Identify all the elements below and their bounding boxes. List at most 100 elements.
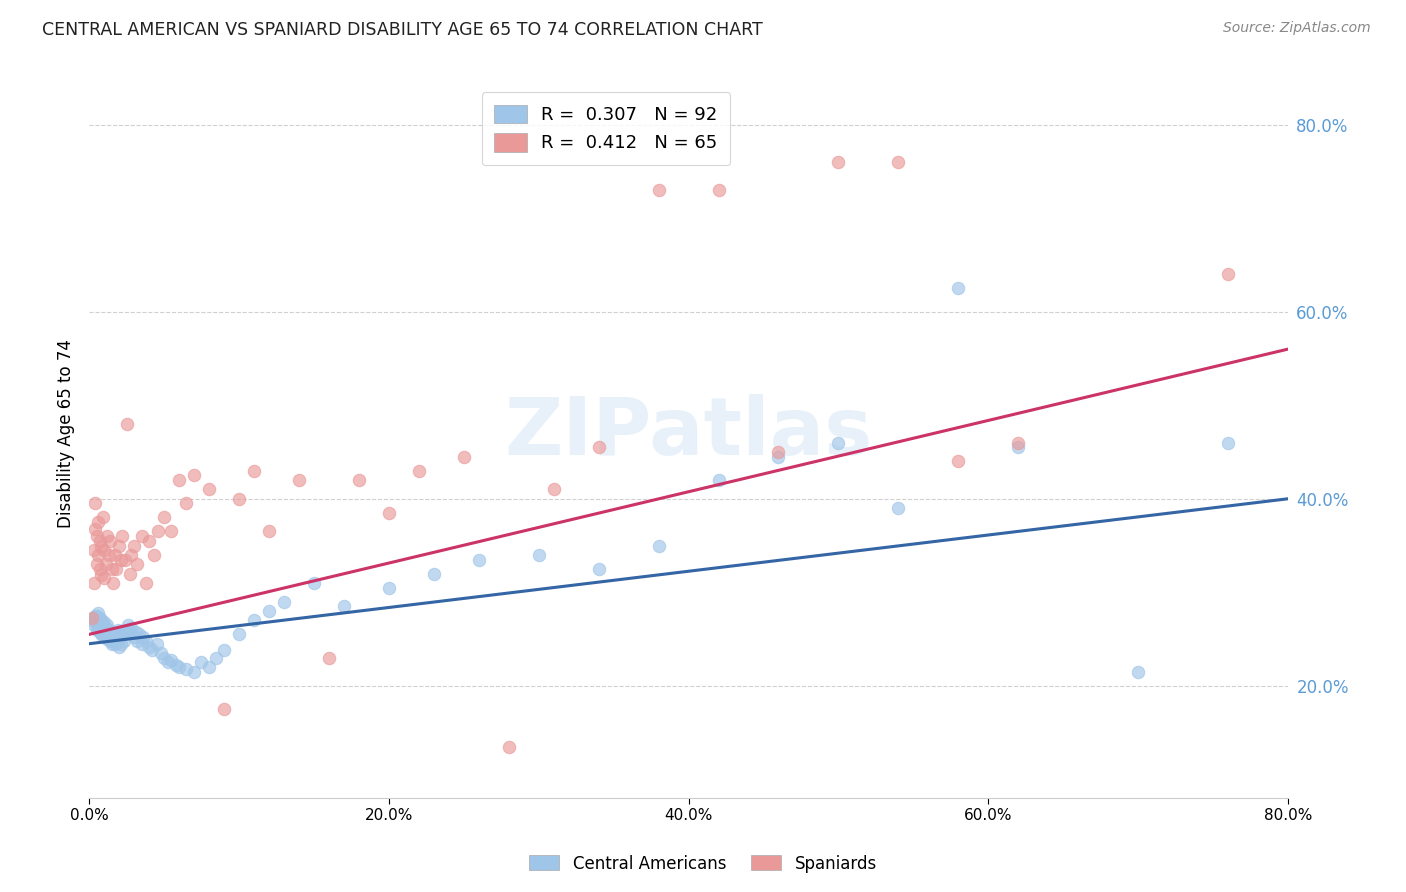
Point (83, 543, 105, 558)
Point (120, 548, 142, 562)
Point (160, 653, 183, 667)
Point (105, 634, 128, 648)
Point (141, 643, 163, 657)
Point (105, 627, 128, 641)
Point (91, 618, 114, 632)
Point (228, 627, 250, 641)
Point (89, 618, 111, 632)
Point (128, 627, 150, 641)
Point (89, 562, 111, 576)
Text: Source: ZipAtlas.com: Source: ZipAtlas.com (1223, 21, 1371, 35)
Point (103, 630, 125, 644)
Point (827, 435, 849, 450)
Point (80, 613, 103, 627)
Point (91, 510, 114, 524)
Point (118, 566, 141, 581)
Point (318, 650, 340, 665)
Point (183, 665, 205, 679)
Point (887, 155, 910, 169)
Point (101, 627, 124, 641)
Point (467, 552, 489, 566)
Point (96, 632, 118, 646)
Point (378, 506, 401, 520)
Point (97, 623, 120, 637)
Point (124, 624, 146, 639)
Point (84, 522, 107, 536)
Point (176, 496, 198, 510)
Point (145, 637, 167, 651)
Point (112, 634, 135, 648)
Point (183, 468, 205, 483)
Point (347, 473, 370, 487)
Point (1216, 435, 1239, 450)
Point (118, 624, 141, 639)
Point (94, 621, 117, 635)
Point (87, 606, 110, 620)
Point (142, 548, 165, 562)
Point (100, 562, 122, 576)
Point (98, 627, 121, 641)
Point (527, 548, 550, 562)
Point (83, 576, 105, 591)
Point (87, 613, 110, 627)
Point (153, 510, 176, 524)
Text: CENTRAL AMERICAN VS SPANIARD DISABILITY AGE 65 TO 74 CORRELATION CHART: CENTRAL AMERICAN VS SPANIARD DISABILITY … (42, 21, 763, 38)
Point (93, 630, 115, 644)
Point (190, 656, 212, 670)
Point (498, 739, 520, 754)
Point (94, 558, 117, 572)
Y-axis label: Disability Age 65 to 74: Disability Age 65 to 74 (58, 339, 75, 528)
Point (212, 643, 235, 657)
Point (243, 613, 266, 627)
Point (114, 627, 136, 641)
Point (110, 637, 132, 651)
Point (408, 464, 430, 478)
Point (228, 491, 250, 506)
Point (948, 281, 970, 295)
Point (84, 615, 107, 630)
Point (91, 624, 114, 639)
Point (257, 524, 280, 539)
Point (108, 539, 131, 553)
Point (453, 450, 475, 464)
Point (153, 650, 176, 665)
Point (100, 637, 122, 651)
Point (1007, 435, 1029, 450)
Point (135, 576, 157, 591)
Point (89, 533, 111, 548)
Point (167, 473, 190, 487)
Point (1216, 267, 1239, 281)
Point (948, 454, 970, 468)
Point (1126, 665, 1149, 679)
Point (93, 571, 115, 585)
Point (94, 627, 117, 641)
Point (132, 630, 155, 644)
Point (212, 702, 235, 716)
Point (243, 464, 266, 478)
Point (111, 627, 134, 641)
Point (86, 558, 108, 572)
Point (198, 483, 221, 497)
Point (96, 529, 118, 543)
Point (768, 445, 790, 459)
Point (1007, 440, 1029, 454)
Point (90, 621, 112, 635)
Point (768, 450, 790, 464)
Point (146, 524, 169, 539)
Point (707, 473, 730, 487)
Point (122, 630, 145, 644)
Point (273, 594, 295, 608)
Point (138, 533, 160, 548)
Point (167, 660, 190, 674)
Point (288, 473, 311, 487)
Point (378, 581, 401, 595)
Point (84, 608, 107, 623)
Point (86, 529, 108, 543)
Point (105, 562, 128, 576)
Point (103, 637, 125, 651)
Point (108, 632, 131, 646)
Point (98, 533, 121, 548)
Legend: R =  0.307   N = 92, R =  0.412   N = 65: R = 0.307 N = 92, R = 0.412 N = 65 (482, 92, 730, 165)
Point (89, 624, 111, 639)
Point (96, 618, 118, 632)
